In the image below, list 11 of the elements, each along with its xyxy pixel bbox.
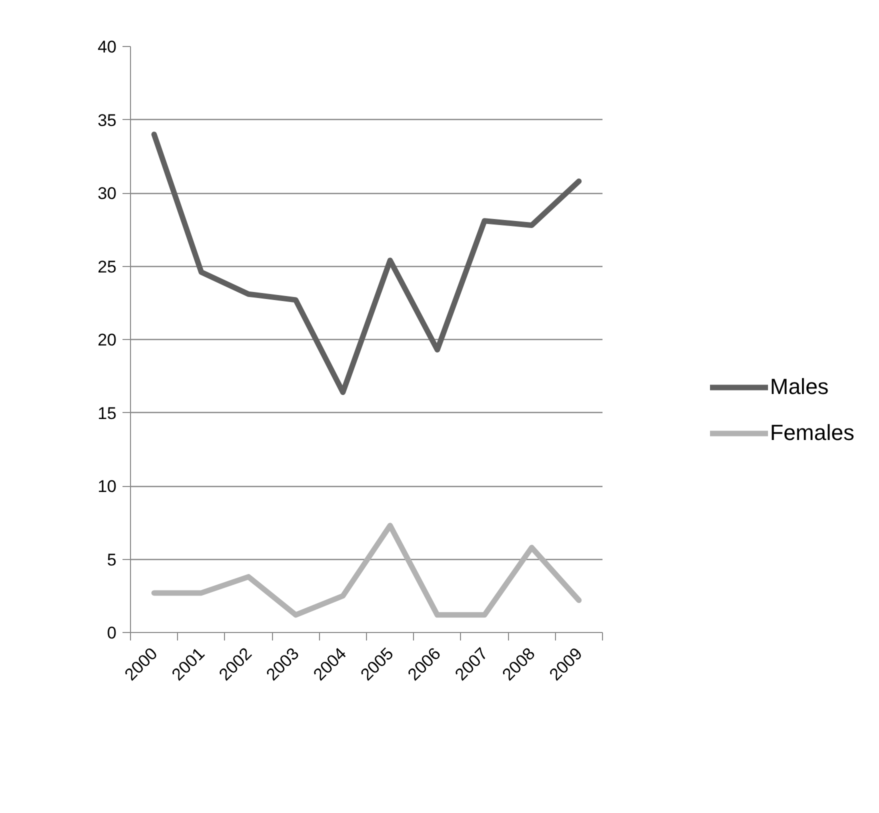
y-tick-label: 35	[98, 110, 117, 130]
y-tick-label: 15	[98, 404, 117, 423]
y-tick-label: 0	[107, 624, 117, 642]
legend-label: Males	[770, 374, 829, 400]
y-tick-label: 10	[98, 477, 117, 496]
legend-label: Females	[770, 420, 854, 446]
y-tick-label: 25	[98, 257, 117, 276]
y-tick-label: 30	[98, 184, 117, 203]
y-tick-label: 40	[98, 38, 117, 56]
y-tick-label: 20	[98, 330, 117, 350]
y-tick-label: 5	[107, 550, 117, 570]
